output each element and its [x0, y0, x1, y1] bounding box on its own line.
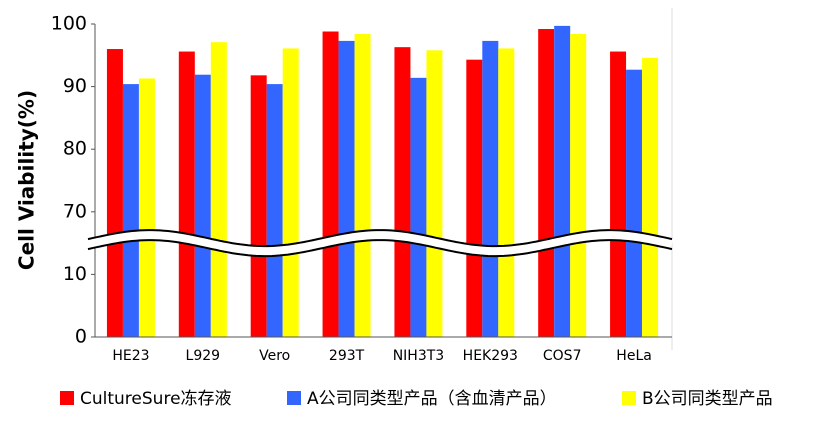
- legend-label: CultureSure冻存液: [80, 389, 232, 409]
- bar: [642, 57, 659, 337]
- legend-swatch: [622, 391, 636, 405]
- y-axis-label: Cell Viability(%): [15, 90, 39, 270]
- bar: [106, 49, 123, 337]
- axis-break: [87, 229, 673, 258]
- bar: [610, 51, 627, 337]
- bar: [178, 51, 195, 337]
- y-tick-label: 90: [63, 75, 87, 97]
- break-line: [87, 229, 673, 248]
- y-tick-label: 10: [63, 263, 87, 285]
- bar: [482, 40, 499, 337]
- legend-label: A公司同类型产品（含血清产品）: [307, 389, 557, 409]
- bar: [410, 77, 427, 337]
- y-tick-label: 0: [75, 326, 87, 348]
- y-tick-label: 70: [63, 200, 87, 222]
- bar: [538, 29, 555, 338]
- break-line: [87, 239, 673, 258]
- bar: [498, 48, 515, 337]
- y-tick-label: 80: [63, 138, 87, 160]
- x-tick-label: 293T: [329, 348, 365, 364]
- legend: CultureSure冻存液 A公司同类型产品（含血清产品） B公司同类型产品: [60, 389, 773, 409]
- x-tick-label: Vero: [259, 348, 290, 364]
- bar: [266, 84, 283, 337]
- bar: [210, 42, 227, 338]
- x-tick-label: HEK293: [463, 348, 518, 364]
- plot-area: 0 10 70 80 90 100 HE23 L929 Vero 293T NIH3T3 HEK293…: [51, 13, 659, 364]
- bar: [322, 31, 339, 338]
- bar: [570, 34, 587, 338]
- x-tick-label: NIH3T3: [393, 348, 445, 364]
- bar: [138, 78, 155, 337]
- x-tick-label: HeLa: [616, 348, 652, 364]
- bar: [426, 50, 443, 338]
- x-tick-label: HE23: [112, 348, 149, 364]
- legend-label: B公司同类型产品: [642, 389, 773, 409]
- bar: [250, 75, 267, 337]
- break-band: [87, 230, 673, 256]
- bar: [354, 34, 371, 338]
- bar: [554, 25, 571, 338]
- legend-swatch: [60, 391, 74, 405]
- y-tick-label: 100: [51, 13, 87, 35]
- bar: [338, 40, 355, 337]
- bar: [282, 48, 299, 337]
- bar: [122, 84, 139, 337]
- bar: [626, 69, 643, 337]
- x-tick-label: COS7: [543, 348, 582, 364]
- bar: [194, 74, 211, 338]
- bar: [394, 47, 411, 338]
- bar: [466, 59, 483, 337]
- legend-swatch: [287, 391, 301, 405]
- x-tick-label: L929: [186, 348, 221, 364]
